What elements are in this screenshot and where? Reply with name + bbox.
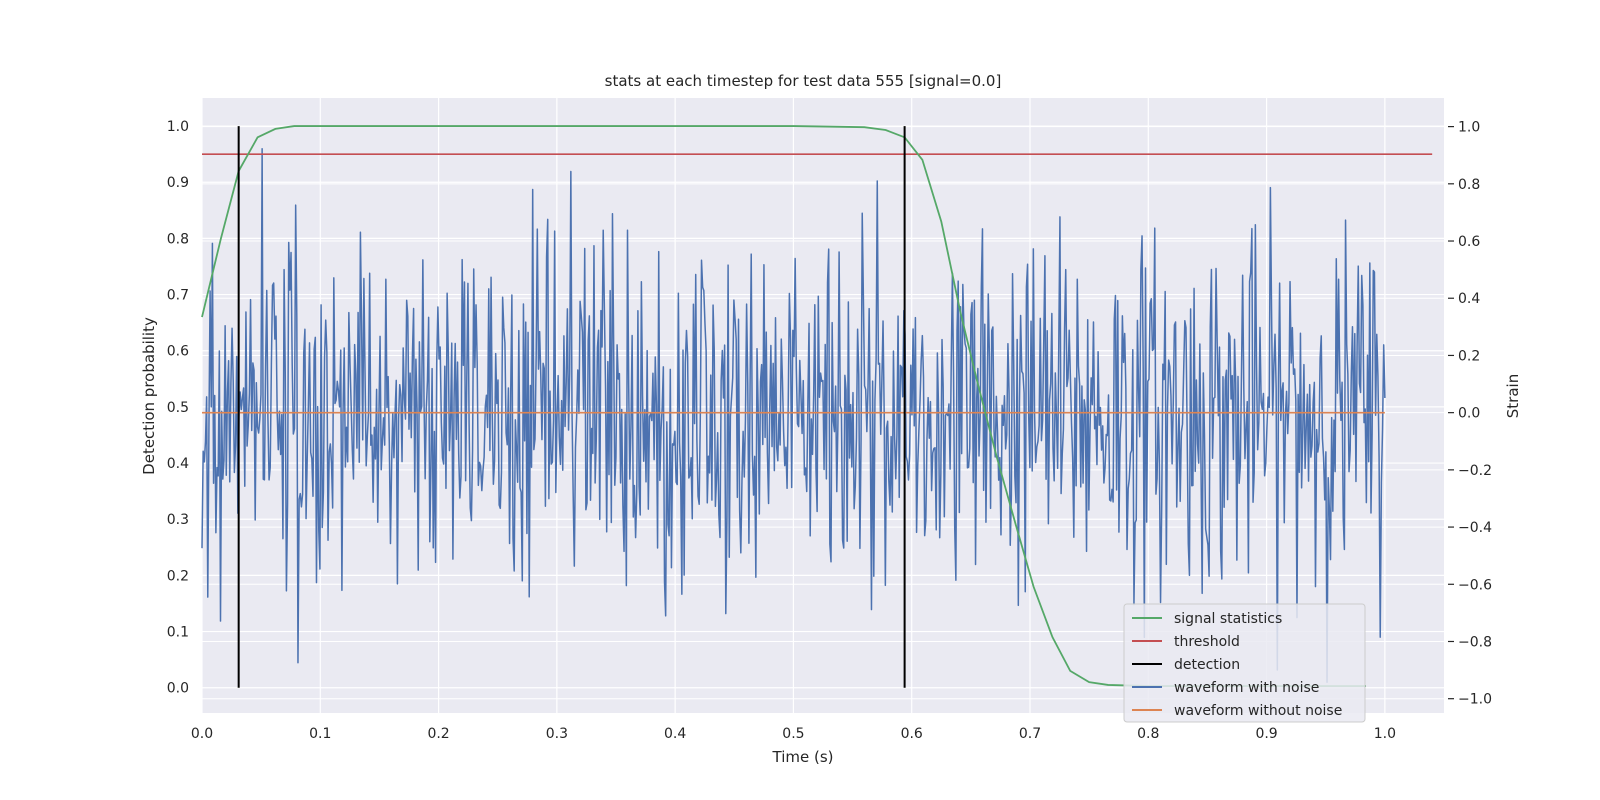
x-tick-label: 0.1 bbox=[309, 726, 331, 742]
y2-tick-label: 0.6 bbox=[1458, 234, 1480, 250]
y-tick-label: 0.9 bbox=[167, 175, 189, 191]
y-tick-label: 0.5 bbox=[167, 400, 189, 416]
legend-label: detection bbox=[1174, 657, 1240, 673]
x-tick-label: 1.0 bbox=[1374, 726, 1396, 742]
y-tick-label: 0.3 bbox=[167, 512, 189, 528]
series-layer bbox=[201, 125, 1433, 688]
y2-tick-label: 0.8 bbox=[1458, 177, 1480, 193]
x-tick-label: 0.5 bbox=[782, 726, 804, 742]
y2-tick-label: 0.2 bbox=[1458, 348, 1480, 364]
y2-tick-label: −0.6 bbox=[1458, 577, 1492, 593]
legend-label: signal statistics bbox=[1174, 611, 1282, 627]
legend-label: waveform with noise bbox=[1174, 680, 1319, 696]
y2-tick-label: −0.2 bbox=[1458, 463, 1492, 479]
y-tick-label: 1.0 bbox=[167, 119, 189, 135]
y2-axis-title: Strain bbox=[1504, 374, 1522, 418]
y2-tick-label: −0.8 bbox=[1458, 634, 1492, 650]
x-axis: 0.0 0.1 0.2 0.3 0.4 0.5 0.6 0.7 0.8 0.9 1.0 bbox=[191, 726, 1396, 742]
legend-box bbox=[1123, 603, 1366, 723]
x-tick-label: 0.4 bbox=[664, 726, 686, 742]
y-tick-label: 0.7 bbox=[167, 288, 189, 304]
y2-tick-label: −0.4 bbox=[1458, 520, 1492, 536]
y-axis-title: Detection probability bbox=[140, 317, 158, 475]
legend-label: waveform without noise bbox=[1174, 703, 1342, 719]
x-tick-label: 0.3 bbox=[546, 726, 568, 742]
x-tick-label: 0.9 bbox=[1255, 726, 1277, 742]
y-tick-label: 0.8 bbox=[167, 231, 189, 247]
y-tick-label: 0.0 bbox=[167, 681, 189, 697]
series-signal-statistics bbox=[201, 125, 1366, 687]
y-tick-label: 0.4 bbox=[167, 456, 189, 472]
left-axis: 0.0 0.1 0.2 0.3 0.4 0.5 0.6 0.7 0.8 0.9 1.0 bbox=[167, 119, 189, 697]
chart-title: stats at each timestep for test data 555… bbox=[605, 72, 1002, 90]
x-tick-label: 0.0 bbox=[191, 726, 213, 742]
legend-label: threshold bbox=[1174, 634, 1240, 650]
x-tick-label: 0.8 bbox=[1137, 726, 1159, 742]
x-tick-label: 0.2 bbox=[427, 726, 449, 742]
x-tick-label: 0.7 bbox=[1019, 726, 1041, 742]
y2-tick-label: 1.0 bbox=[1458, 120, 1480, 136]
y2-tick-label: −1.0 bbox=[1458, 692, 1492, 708]
y2-tick-label: 0.4 bbox=[1458, 291, 1480, 307]
y-tick-label: 0.1 bbox=[167, 625, 189, 641]
right-axis: −1.0 −0.8 −0.6 −0.4 −0.2 0.0 0.2 0.4 0.6 0.8 1.0 bbox=[1448, 120, 1492, 708]
y2-tick-label: 0.0 bbox=[1458, 406, 1480, 422]
x-axis-title: Time (s) bbox=[772, 748, 834, 766]
y-tick-label: 0.6 bbox=[167, 344, 189, 360]
x-tick-label: 0.6 bbox=[901, 726, 923, 742]
series-waveform-with-noise bbox=[201, 148, 1386, 684]
legend: signal statistics threshold detection wavef… bbox=[1123, 603, 1366, 723]
y-tick-label: 0.2 bbox=[167, 568, 189, 584]
